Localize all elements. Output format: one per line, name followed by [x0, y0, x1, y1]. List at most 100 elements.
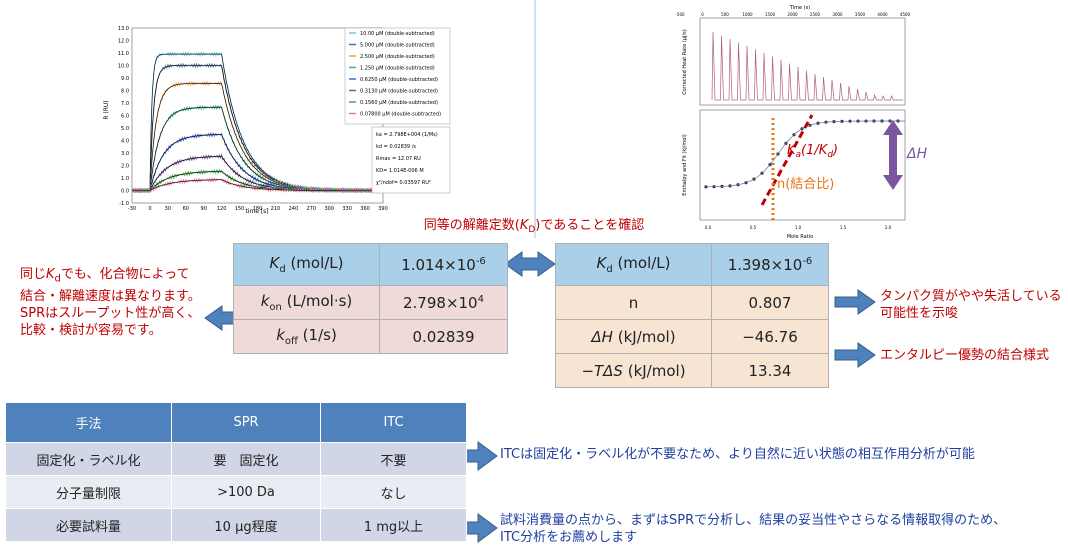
- top-tick-label: 500: [721, 12, 729, 17]
- slope-line: [760, 114, 814, 206]
- y-label: Corrected Heat Rate (µJ/s): [682, 29, 688, 94]
- x-tick-label: 2.0: [885, 225, 892, 230]
- x-tick-label: 1.0: [795, 225, 802, 230]
- x-tick-label: 390: [378, 206, 388, 212]
- cell: SPR: [171, 402, 321, 443]
- cell: 分子量制限: [5, 475, 172, 509]
- x-tick-label: 330: [342, 206, 352, 212]
- note-line: 比較・検討が容易です。: [20, 322, 162, 338]
- top-tick-label: -500: [675, 12, 685, 17]
- cell: 手法: [5, 402, 172, 443]
- n-label: n(結合比): [777, 177, 834, 192]
- fit-box: [371, 126, 451, 194]
- cell: >100 Da: [171, 475, 321, 509]
- y-tick-label: 8.0: [121, 89, 129, 95]
- y-tick-label: 0.0: [121, 189, 129, 195]
- fit-param: Rmax = 12.07 RU: [376, 156, 421, 162]
- cell: n: [555, 285, 712, 320]
- x-tick-label: 240: [289, 206, 299, 212]
- n-note: タンパク質がやや失活している 可能性を示唆: [880, 288, 1062, 322]
- top-tick-label: 4000: [877, 12, 888, 17]
- top-tick-label: 3000: [832, 12, 843, 17]
- top-tick-label: 2000: [787, 12, 798, 17]
- cell: 1.398×10-6: [711, 243, 829, 286]
- y-tick-label: 5.0: [121, 126, 129, 132]
- cell: ITC: [320, 402, 467, 443]
- legend-entry: 1.250 µM (double-subtracted): [360, 66, 435, 72]
- cell: 1 mg以上: [320, 508, 467, 542]
- top-frame: [699, 17, 906, 106]
- sensorgram: [131, 177, 384, 194]
- y-tick-label: 3.0: [121, 151, 129, 157]
- x-tick-label: 150: [235, 206, 245, 212]
- x-tick-label: 270: [307, 206, 317, 212]
- x-tick-label: 210: [271, 206, 281, 212]
- fit-param: ka = 2.798E+004 (1/Ms): [376, 132, 438, 138]
- dh-label: ΔH: [906, 146, 928, 162]
- cell: −TΔS (kJ/mol): [555, 353, 712, 388]
- cell: Kd (mol/L): [555, 243, 712, 286]
- x-tick-label: 60: [183, 206, 189, 212]
- left-note: 同じKdでも、化合物によって 結合・解離速度は異なります。 SPRはスループット…: [20, 266, 201, 339]
- note-line: 可能性を示唆: [880, 306, 959, 321]
- legend-entry: 2.500 µM (double-subtracted): [360, 54, 435, 60]
- legend-entry: 5.000 µM (double-subtracted): [360, 43, 435, 49]
- fit-param: kd = 0.02839 /s: [376, 144, 416, 150]
- y-label: Enthalpy and Fit (kJ/mol): [682, 134, 688, 195]
- y-tick-label: 13.0: [118, 26, 129, 32]
- y-tick-label: 7.0: [121, 101, 129, 107]
- cell: 2.798×104: [379, 285, 508, 320]
- cell: 0.807: [711, 285, 829, 320]
- cell: 1.014×10-6: [379, 243, 508, 286]
- x-tick-label: 0.0: [705, 225, 712, 230]
- cell: Kd (mol/L): [233, 243, 380, 286]
- arrow: [834, 289, 876, 315]
- x-tick-label: 120: [217, 206, 227, 212]
- s-note: エンタルピー優勢の結合様式: [880, 348, 1050, 363]
- x-label: Mole Ratio: [787, 234, 813, 240]
- sample-note: 試料消費量の点から、まずはSPRで分析し、結果の妥当性やさらなる情報取得のため、…: [500, 512, 1006, 546]
- top-tick-label: 2500: [810, 12, 821, 17]
- top-tick-label: 1500: [765, 12, 776, 17]
- y-tick-label: -1.0: [119, 201, 129, 207]
- cell: kon (L/mol·s): [233, 285, 380, 320]
- legend-entry: 0.3130 µM (double-subtracted): [360, 89, 438, 95]
- fit-param: KD= 1.014E-006 M: [376, 168, 424, 174]
- itc-table: Kd (mol/L) 1.398×10-6 n 0.807 ΔH (kJ/mol) −…: [555, 243, 829, 388]
- confirm-note: 同等の解離定数(KD)であることを確認: [424, 217, 645, 235]
- fit-curve: [132, 179, 383, 191]
- y-tick-label: 11.0: [118, 51, 129, 57]
- top-tick-label: 4500: [900, 12, 911, 17]
- y-tick-label: 12.0: [118, 39, 129, 45]
- y-tick-label: 4.0: [121, 139, 129, 145]
- x-tick-label: 30: [165, 206, 171, 212]
- x-tick-label: 0.5: [750, 225, 757, 230]
- y-label: R (RU): [103, 100, 110, 119]
- legend-entry: 0.1560 µM (double-subtracted): [360, 100, 438, 106]
- x-tick-label: 90: [201, 206, 207, 212]
- x-tick-label: 180: [253, 206, 263, 212]
- double-arrow: [504, 251, 556, 277]
- spr-chart: R (RU) time [s] 13.0 12.0 11.0 10.0 9.0 8.0 7.…: [103, 26, 451, 215]
- note-line: ITC分析をお薦めします: [500, 530, 638, 545]
- fit-param: χ²/ndof= 0.03597 RU²: [376, 180, 431, 186]
- cell: 10 µg程度: [171, 508, 321, 542]
- top-tick-label: 3500: [855, 12, 866, 17]
- note-line: タンパク質がやや失活している: [880, 289, 1062, 304]
- note-line: SPRはスループット性が高く、: [20, 305, 201, 321]
- y-tick-label: 9.0: [121, 76, 129, 82]
- x-tick-label: 0: [148, 206, 151, 212]
- note-line: 同じKdでも、化合物によって: [20, 267, 190, 285]
- dh-arrow: [883, 120, 903, 190]
- y-tick-label: 2.0: [121, 164, 129, 170]
- x-tick-label: 300: [324, 206, 334, 212]
- cell: 必要試料量: [5, 508, 172, 542]
- note-line: 結合・解離速度は異なります。: [20, 288, 201, 304]
- label-note: ITCは固定化・ラベル化が不要なため、より自然に近い状態の相互作用分析が可能: [500, 447, 975, 462]
- legend-box: [344, 27, 451, 125]
- cell: −46.76: [711, 319, 829, 354]
- cell: なし: [320, 475, 467, 509]
- spr-table: Kd (mol/L) 1.014×10-6 kon (L/mol·s) 2.798×…: [233, 243, 508, 354]
